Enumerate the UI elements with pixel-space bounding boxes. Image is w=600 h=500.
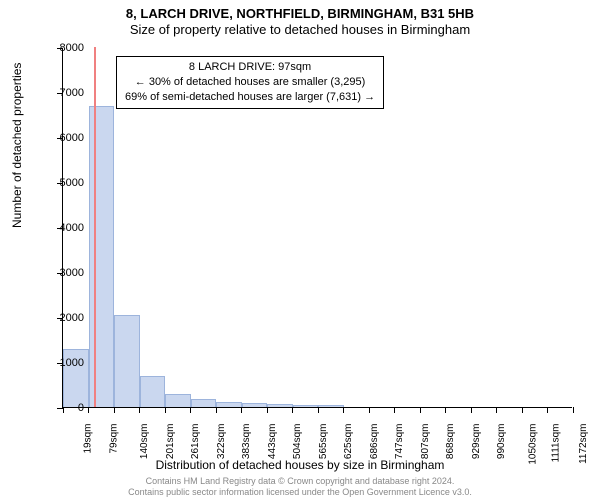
x-tick-label: 807sqm: [420, 424, 431, 460]
chart-area: 8 LARCH DRIVE: 97sqm ← 30% of detached h…: [62, 48, 572, 408]
x-tick: [216, 407, 217, 413]
x-tick-label: 261sqm: [190, 424, 201, 460]
y-tick-label: 4000: [44, 222, 84, 234]
histogram-bar: [318, 405, 344, 407]
x-tick: [318, 407, 319, 413]
histogram-bar: [89, 106, 115, 408]
x-tick: [547, 407, 548, 413]
chart-title-address: 8, LARCH DRIVE, NORTHFIELD, BIRMINGHAM, …: [0, 6, 600, 22]
annotation-line3: 69% of semi-detached houses are larger (…: [125, 90, 375, 105]
x-tick: [190, 407, 191, 413]
histogram-bar: [191, 399, 217, 407]
x-axis-label: Distribution of detached houses by size …: [0, 458, 600, 472]
y-tick-label: 6000: [44, 132, 84, 144]
footer-line1: Contains HM Land Registry data © Crown c…: [0, 476, 600, 487]
x-tick-label: 1172sqm: [577, 424, 588, 464]
x-tick: [88, 407, 89, 413]
x-tick-label: 504sqm: [292, 424, 303, 460]
histogram-bar: [114, 315, 140, 407]
y-tick-label: 3000: [44, 267, 84, 279]
y-tick-label: 0: [44, 402, 84, 414]
histogram-bar: [140, 376, 166, 408]
x-tick: [496, 407, 497, 413]
x-tick-label: 625sqm: [343, 424, 354, 460]
x-tick-label: 1111sqm: [550, 424, 561, 463]
x-tick: [445, 407, 446, 413]
x-tick: [369, 407, 370, 413]
histogram-bar: [165, 394, 191, 408]
x-tick-label: 383sqm: [241, 424, 252, 460]
x-tick: [471, 407, 472, 413]
annotation-line1: 8 LARCH DRIVE: 97sqm: [125, 60, 375, 75]
chart-container: 8, LARCH DRIVE, NORTHFIELD, BIRMINGHAM, …: [0, 0, 600, 500]
y-tick-label: 5000: [44, 177, 84, 189]
y-tick-label: 8000: [44, 42, 84, 54]
x-tick: [114, 407, 115, 413]
x-tick: [139, 407, 140, 413]
footer-line2: Contains public sector information licen…: [0, 487, 600, 498]
property-marker-line: [94, 47, 96, 407]
annotation-line2: ← 30% of detached houses are smaller (3,…: [125, 75, 375, 90]
x-tick-label: 322sqm: [216, 424, 227, 460]
x-tick-label: 443sqm: [267, 424, 278, 460]
x-tick: [343, 407, 344, 413]
histogram-bar: [242, 403, 268, 407]
x-tick-label: 686sqm: [369, 424, 380, 460]
x-tick-label: 929sqm: [471, 424, 482, 460]
y-tick-label: 2000: [44, 312, 84, 324]
histogram-bar: [293, 405, 319, 407]
x-tick: [292, 407, 293, 413]
x-tick: [165, 407, 166, 413]
x-tick-label: 868sqm: [445, 424, 456, 460]
x-tick-label: 565sqm: [318, 424, 329, 460]
annotation-box: 8 LARCH DRIVE: 97sqm ← 30% of detached h…: [116, 56, 384, 109]
x-tick-label: 19sqm: [83, 424, 94, 454]
x-tick-label: 1050sqm: [527, 424, 538, 465]
x-tick-label: 201sqm: [165, 424, 176, 460]
y-tick-label: 1000: [44, 357, 84, 369]
x-tick: [573, 407, 574, 413]
x-tick: [394, 407, 395, 413]
x-tick: [420, 407, 421, 413]
x-tick: [522, 407, 523, 413]
x-tick-label: 990sqm: [496, 424, 507, 460]
x-tick-label: 140sqm: [139, 424, 150, 460]
x-tick: [267, 407, 268, 413]
footer: Contains HM Land Registry data © Crown c…: [0, 476, 600, 498]
y-tick-label: 7000: [44, 87, 84, 99]
histogram-bar: [216, 402, 242, 407]
x-tick: [241, 407, 242, 413]
chart-subtitle: Size of property relative to detached ho…: [0, 22, 600, 38]
x-tick-label: 79sqm: [108, 424, 119, 454]
y-axis-label: Number of detached properties: [10, 63, 24, 228]
title-block: 8, LARCH DRIVE, NORTHFIELD, BIRMINGHAM, …: [0, 0, 600, 39]
x-tick-label: 747sqm: [394, 424, 405, 460]
histogram-bar: [267, 404, 293, 407]
